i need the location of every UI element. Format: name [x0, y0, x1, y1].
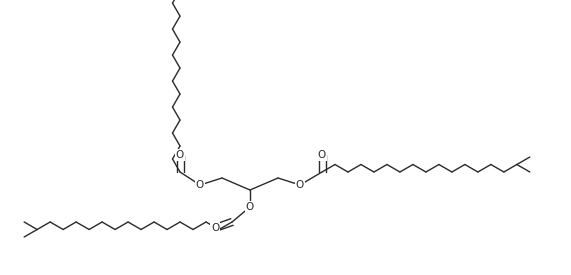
Text: O: O: [318, 150, 326, 160]
Text: O: O: [196, 180, 204, 190]
Text: O: O: [176, 150, 184, 160]
Text: O: O: [296, 180, 304, 190]
Text: O: O: [211, 223, 219, 233]
Text: O: O: [246, 202, 254, 212]
